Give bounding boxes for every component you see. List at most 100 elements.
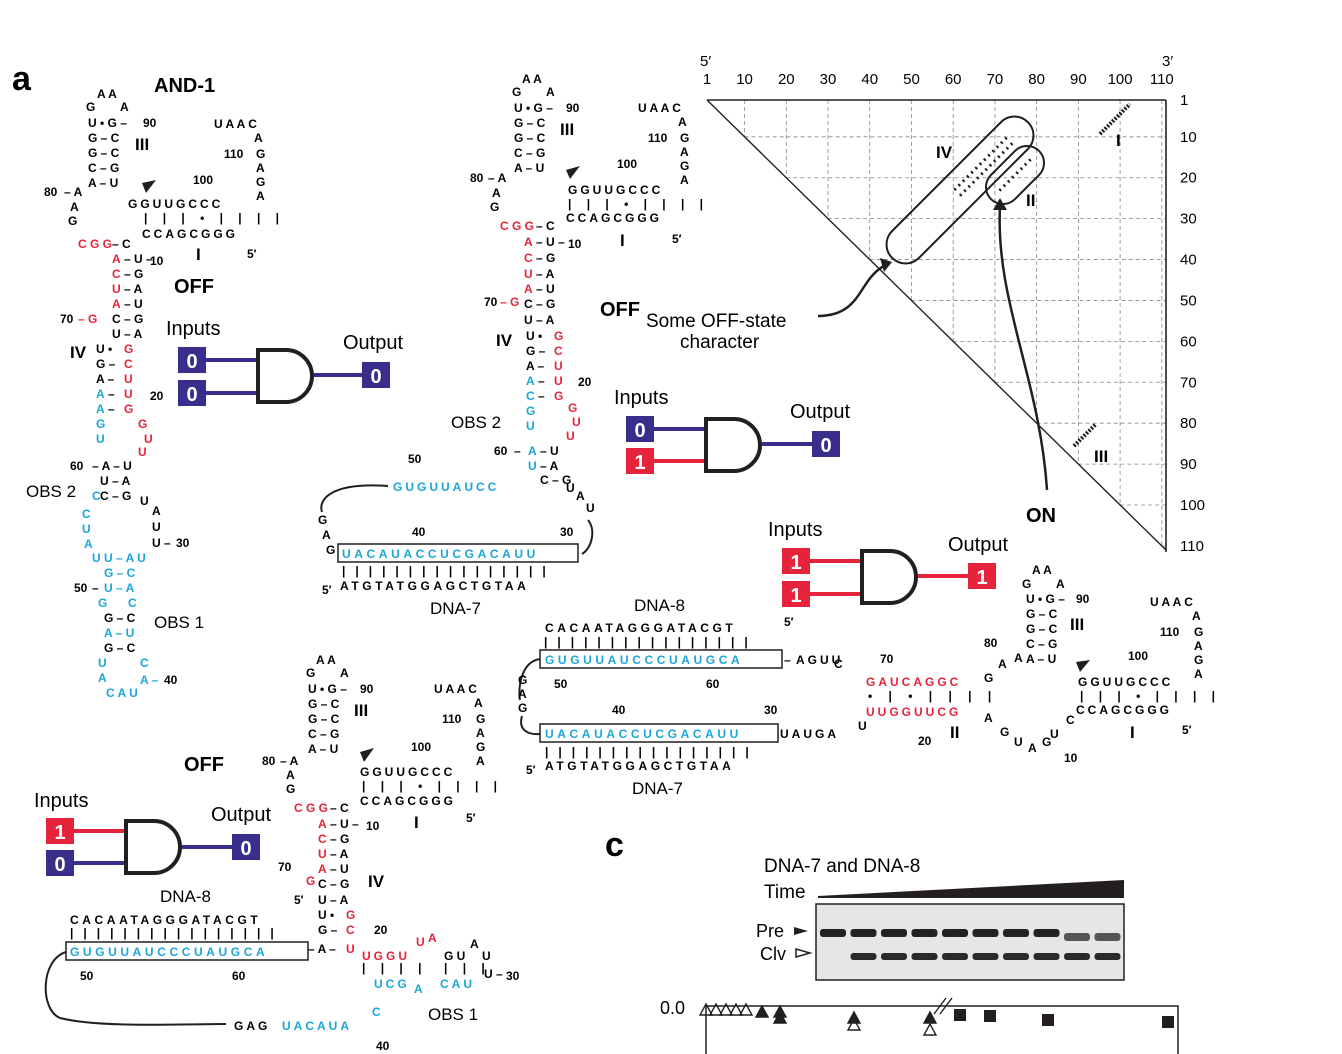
triangle-marker <box>728 1002 744 1016</box>
svg-text:U: U <box>1050 727 1059 741</box>
svg-text:A –: A – <box>96 372 115 386</box>
svg-text:U: U <box>124 387 133 401</box>
svg-text:U – A: U – A <box>318 893 349 907</box>
svg-text:– A: – A <box>540 459 559 473</box>
time-wedge-icon <box>818 880 1124 898</box>
svg-text:20: 20 <box>150 389 164 403</box>
svg-text:A: A <box>1056 577 1065 591</box>
svg-text:A: A <box>1194 667 1203 681</box>
gel-band-clv <box>1094 953 1121 960</box>
and1-title: AND-1 <box>154 75 215 97</box>
y-tick-label: 70 <box>1180 374 1197 391</box>
svg-text:0: 0 <box>634 420 645 442</box>
svg-text:G: G <box>476 740 485 754</box>
svg-text:A A: A A <box>97 87 117 101</box>
svg-text:1: 1 <box>54 822 65 844</box>
svg-text:A A: A A <box>316 653 336 667</box>
svg-text:II: II <box>1026 191 1035 210</box>
svg-text:G –: G – <box>96 357 116 371</box>
svg-text:G: G <box>554 389 563 403</box>
svg-text:50: 50 <box>554 677 568 691</box>
svg-text:A: A <box>524 235 533 249</box>
svg-text:0: 0 <box>820 435 831 457</box>
svg-text:10: 10 <box>1064 751 1078 765</box>
svg-text:Clv: Clv <box>760 944 786 964</box>
svg-text:90: 90 <box>1076 592 1090 606</box>
svg-text:UACAUACCUCGACAUU: UACAUACCUCGACAUU <box>545 727 742 741</box>
svg-text:IV: IV <box>496 331 513 350</box>
svg-text:CCAGCGGG: CCAGCGGG <box>566 211 662 225</box>
svg-text:G: G <box>680 131 689 145</box>
svg-text:C: C <box>1066 713 1075 727</box>
svg-text:| | | |: | | | | <box>362 961 427 975</box>
svg-text:C – G: C – G <box>112 312 143 326</box>
svg-text:G: G <box>476 712 485 726</box>
svg-text:A: A <box>84 537 93 551</box>
svg-text:G – C: G – C <box>308 712 340 726</box>
svg-text:5′: 5′ <box>672 232 682 246</box>
svg-text:20: 20 <box>918 734 932 748</box>
gel-band-clv <box>911 953 938 960</box>
svg-text:C: C <box>554 344 563 358</box>
svg-text:70: 70 <box>484 295 498 309</box>
svg-text:1: 1 <box>634 452 645 474</box>
svg-text:0.0: 0.0 <box>660 998 685 1018</box>
x-tick-label: 20 <box>778 71 795 88</box>
svg-text:U • G –: U • G – <box>1026 592 1065 606</box>
svg-text:U: U <box>140 494 149 508</box>
svg-text:A: A <box>112 297 121 311</box>
svg-text:OFF: OFF <box>600 299 640 321</box>
svg-text:– G: – G <box>500 295 519 309</box>
svg-text:– G: – G <box>78 312 97 326</box>
svg-text:30: 30 <box>506 969 520 983</box>
x-tick-label: 30 <box>820 71 837 88</box>
svg-text:U • G –: U • G – <box>88 116 127 130</box>
svg-text:G: G <box>1000 725 1009 739</box>
svg-text:G: G <box>490 200 499 214</box>
svg-text:U: U <box>566 481 575 495</box>
svg-text:–: – <box>108 402 115 416</box>
svg-text:A: A <box>120 100 129 114</box>
nt-num-110: 110 <box>224 147 244 161</box>
svg-text:I: I <box>1130 723 1135 742</box>
svg-text:ON: ON <box>1026 505 1056 527</box>
svg-text:A: A <box>518 687 527 701</box>
svg-text:U –: U – <box>484 967 503 981</box>
svg-text:GUGUUAUCC: GUGUUAUCC <box>393 480 499 494</box>
svg-text:A: A <box>96 387 105 401</box>
svg-text:G –: G – <box>526 344 546 358</box>
svg-text:– U –: – U – <box>124 252 153 266</box>
y-tick-label: 10 <box>1180 129 1197 146</box>
svg-text:A: A <box>524 282 533 296</box>
panel-letter-a: a <box>12 60 32 98</box>
svg-text:| | | • | | | |: | | | • | | | | <box>144 211 285 225</box>
svg-text:U: U <box>554 374 563 388</box>
svg-text:Output: Output <box>211 804 271 826</box>
svg-text:A: A <box>984 711 993 725</box>
svg-text:CACAATAGGGATACGT: CACAATAGGGATACGT <box>545 621 736 635</box>
svg-text:III: III <box>1094 447 1108 466</box>
svg-text:C G G: C G G <box>500 219 534 233</box>
svg-text:U A A C: U A A C <box>1150 595 1193 609</box>
svg-text:G: G <box>256 175 265 189</box>
svg-text:U •: U • <box>318 908 334 922</box>
svg-text:A: A <box>322 528 331 542</box>
svg-text:20: 20 <box>374 923 388 937</box>
and-gate-icon <box>860 549 918 605</box>
svg-text:Inputs: Inputs <box>34 790 88 812</box>
svg-text:70: 70 <box>880 652 894 666</box>
y-tick-label: 30 <box>1180 211 1197 228</box>
svg-text:5′: 5′ <box>700 53 711 70</box>
svg-text:UUGGUUCG: UUGGUUCG <box>866 705 961 719</box>
panel-c: c DNA-7 and DNA-8 Time Pre Clv 0.0 <box>605 826 1179 1054</box>
svg-text:A A: A A <box>1032 563 1052 577</box>
svg-text:C G G: C G G <box>78 237 112 251</box>
svg-text:40: 40 <box>376 1039 390 1053</box>
svg-text:0: 0 <box>186 351 197 373</box>
x-tick-label: 70 <box>987 71 1004 88</box>
svg-text:U A A C: U A A C <box>214 117 257 131</box>
svg-text:UACAUACCUCGACAUU: UACAUACCUCGACAUU <box>342 547 539 561</box>
region-II-outline <box>984 144 1046 206</box>
gel-band-pre <box>850 929 877 937</box>
svg-text:I: I <box>620 231 625 250</box>
